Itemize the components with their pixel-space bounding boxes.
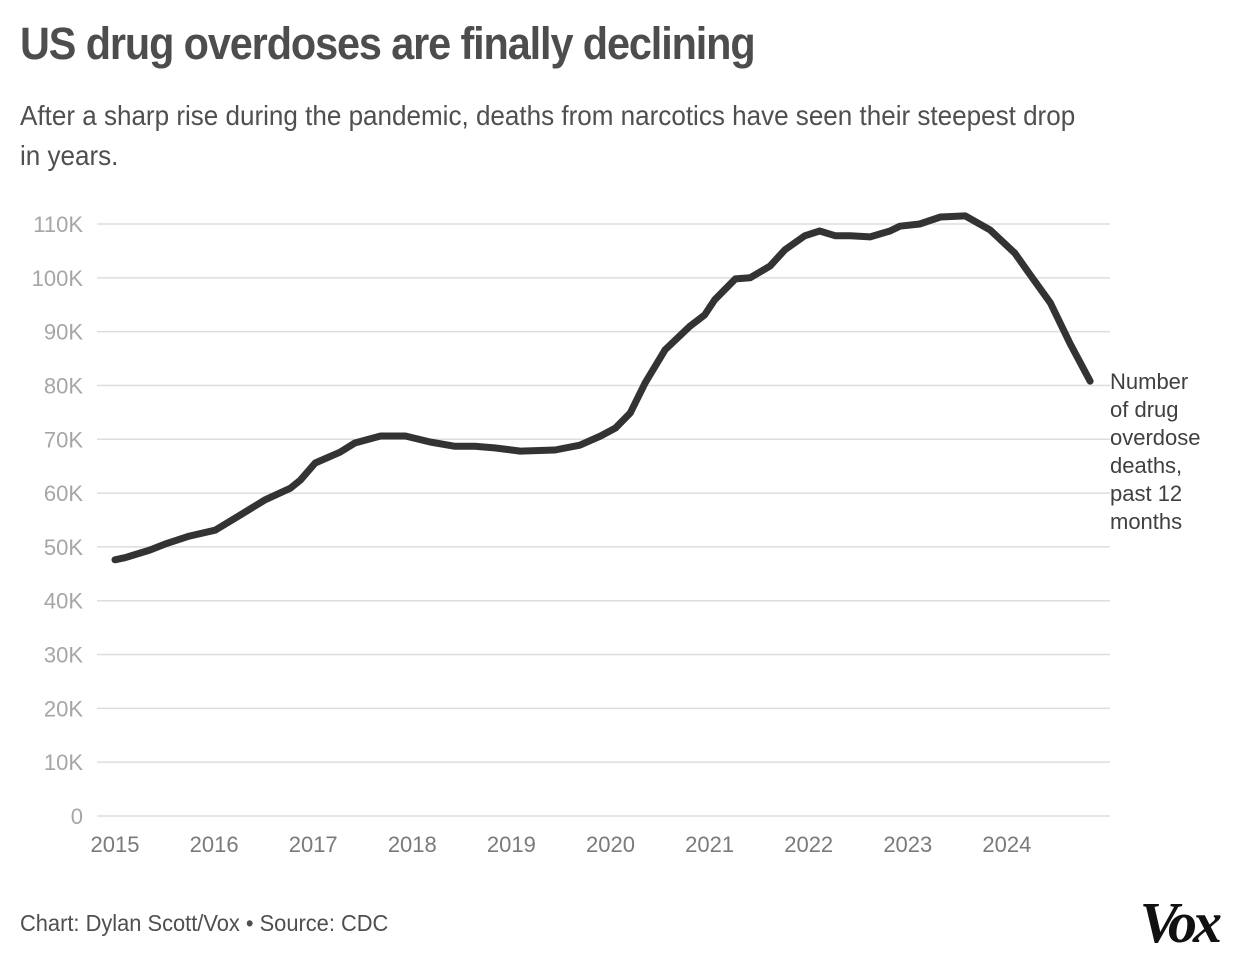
y-tick-label: 40K [44, 589, 83, 614]
series-end-label-line: deaths, [1110, 453, 1182, 478]
x-tick-label: 2024 [982, 832, 1031, 857]
x-tick-label: 2022 [784, 832, 833, 857]
series-end-label-line: past 12 [1110, 481, 1182, 506]
y-tick-label: 80K [44, 373, 83, 398]
chart-credit: Chart: Dylan Scott/Vox • Source: CDC [20, 910, 389, 936]
x-tick-label: 2023 [883, 832, 932, 857]
vox-logo: Vox [1139, 890, 1222, 955]
y-tick-label: 0 [71, 804, 83, 829]
gridlines [97, 223, 1110, 817]
y-tick-label: 60K [44, 481, 83, 506]
x-tick-label: 2019 [487, 832, 536, 857]
series-end-label-line: months [1110, 509, 1182, 534]
series-end-label: Number of drug overdose deaths, past 12 month… [1110, 369, 1201, 534]
y-tick-label: 50K [44, 535, 83, 560]
series-end-label-line: of drug [1110, 397, 1179, 422]
y-axis-tick-labels: 0 10K 20K 30K 40K 50K 60K 70K 80K 90K 100K 110K [32, 212, 84, 829]
y-tick-label: 10K [44, 750, 83, 775]
y-tick-label: 30K [44, 643, 83, 668]
y-tick-label: 100K [32, 266, 84, 291]
series-end-label-line: overdose [1110, 425, 1201, 450]
y-tick-label: 70K [44, 427, 83, 452]
x-tick-label: 2020 [586, 832, 635, 857]
x-tick-label: 2016 [190, 832, 239, 857]
chart-subtitle: After a sharp rise during the pandemic, … [20, 100, 1076, 171]
series-end-label-line: Number [1110, 369, 1188, 394]
x-tick-label: 2015 [91, 832, 140, 857]
y-tick-label: 20K [44, 696, 83, 721]
chart-title: US drug overdoses are finally declining [20, 18, 756, 69]
y-tick-label: 90K [44, 320, 83, 345]
series-line-overdose-deaths [111, 212, 1094, 564]
x-tick-label: 2021 [685, 832, 734, 857]
x-tick-label: 2017 [289, 832, 338, 857]
y-tick-label: 110K [33, 212, 83, 237]
x-tick-label: 2018 [388, 832, 437, 857]
x-axis-tick-labels: 2015 2016 2017 2018 2019 2020 2021 2022 2023 2024 [91, 832, 1032, 857]
